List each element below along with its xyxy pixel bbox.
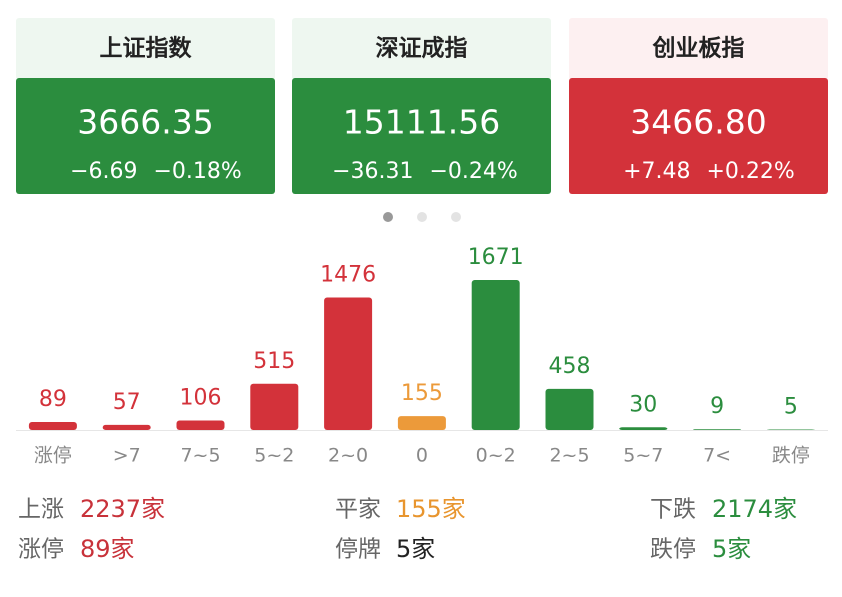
summary-label: 涨停	[18, 537, 64, 563]
summary-value: 89家	[80, 535, 135, 563]
x-tick-label: 2~5	[549, 445, 589, 467]
bar	[471, 280, 520, 430]
bar	[545, 388, 594, 430]
bar-value-label: 1671	[468, 245, 524, 270]
card-value: 3666.35	[77, 103, 213, 142]
x-tick-label: 7~5	[180, 445, 220, 467]
x-tick-label: 涨停	[34, 445, 72, 467]
x-tick-label: 7<	[703, 445, 731, 467]
x-tick-label: 0~2	[476, 445, 516, 467]
bar-value-label: 106	[180, 385, 222, 410]
x-tick-label: 0	[416, 445, 428, 467]
bar	[619, 427, 668, 430]
card-body[interactable]	[16, 78, 275, 194]
x-tick-label: 5~7	[623, 445, 663, 467]
card-percent: −0.18%	[154, 159, 242, 184]
bar	[102, 424, 151, 430]
x-tick-label: >7	[113, 445, 141, 467]
summary-label: 上涨	[18, 497, 64, 523]
x-tick-label: 5~2	[254, 445, 294, 467]
card-change: −6.69	[70, 159, 137, 184]
summary-label: 跌停	[650, 537, 696, 563]
card-body[interactable]	[569, 78, 828, 194]
card-body[interactable]	[292, 78, 551, 194]
bar	[28, 422, 77, 430]
page-dot	[417, 212, 427, 222]
card-value: 15111.56	[343, 103, 500, 142]
card-change: +7.48	[623, 159, 690, 184]
summary-value: 2174家	[712, 495, 797, 523]
card-title: 创业板指	[652, 36, 745, 62]
summary-label: 平家	[335, 497, 381, 523]
bar-value-label: 89	[39, 387, 67, 412]
bar-value-label: 57	[113, 390, 141, 415]
card-title: 上证指数	[100, 36, 193, 62]
page-dot	[451, 212, 461, 222]
bar-value-label: 458	[549, 354, 591, 379]
bar	[324, 297, 373, 430]
bar	[397, 416, 446, 430]
bar-value-label: 30	[629, 392, 657, 417]
x-tick-label: 2~0	[328, 445, 368, 467]
summary-value: 5家	[712, 535, 751, 563]
x-tick-label: 跌停	[772, 445, 810, 467]
summary-value: 2237家	[80, 495, 165, 523]
card-header[interactable]	[569, 18, 828, 80]
bar-value-label: 5	[784, 395, 798, 420]
card-percent: +0.22%	[707, 159, 795, 184]
card-title: 深证成指	[376, 36, 468, 62]
bar	[693, 429, 742, 430]
summary-label: 下跌	[650, 497, 696, 523]
bar-value-label: 1476	[320, 263, 376, 288]
card-value: 3466.80	[630, 103, 766, 142]
bar	[250, 383, 299, 430]
card-header[interactable]	[16, 18, 275, 80]
summary-value: 5家	[396, 535, 435, 563]
page-dot	[383, 212, 393, 222]
summary-value: 155家	[396, 495, 466, 523]
summary-label: 停牌	[335, 537, 381, 563]
card-header[interactable]	[292, 18, 551, 80]
card-change: −36.31	[332, 159, 413, 184]
bar-value-label: 515	[253, 349, 295, 374]
bar-value-label: 155	[401, 381, 443, 406]
bar	[176, 420, 225, 430]
bar-value-label: 9	[710, 394, 724, 419]
card-percent: −0.24%	[430, 159, 518, 184]
